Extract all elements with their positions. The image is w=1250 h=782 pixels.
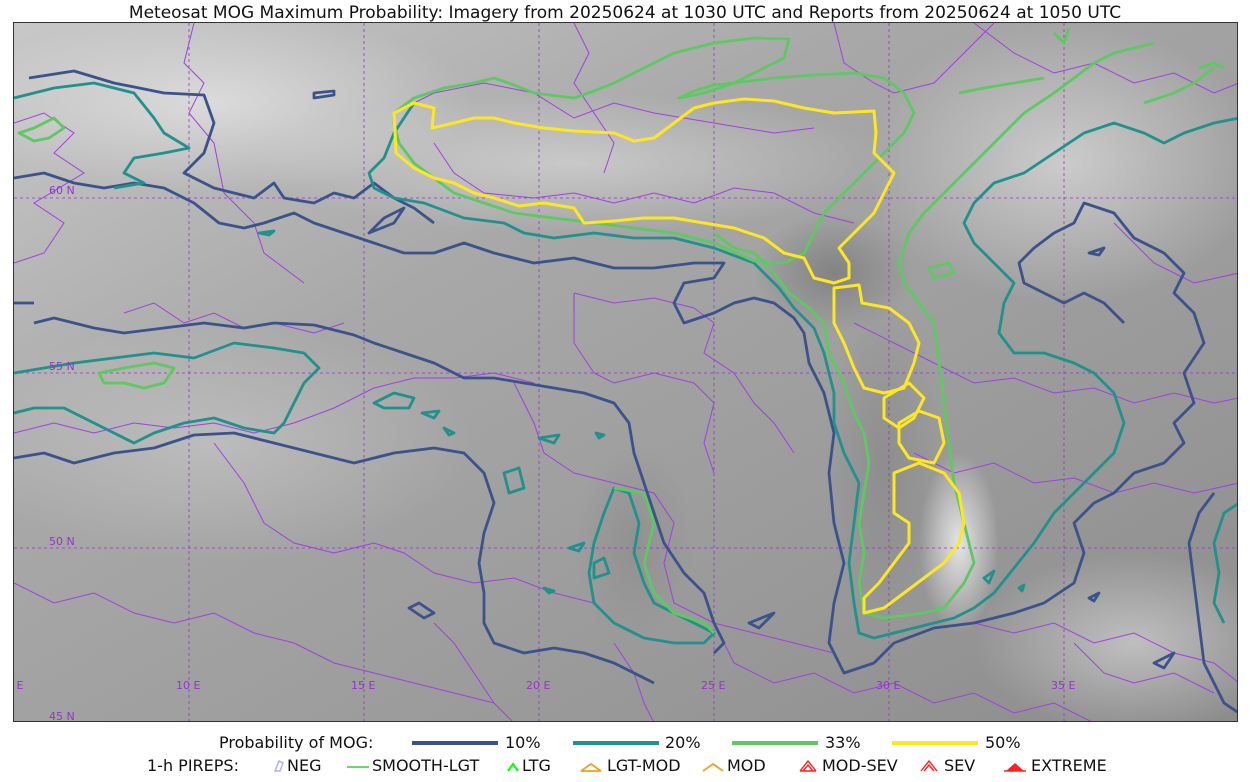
mod-sev-double-caret-icon bbox=[799, 759, 817, 772]
lat-label-45n: 45 N bbox=[49, 710, 75, 722]
lat-label-50n: 50 N bbox=[49, 535, 75, 548]
smooth-lgt-line-icon bbox=[347, 766, 369, 768]
pirep-label-mod-sev: MOD-SEV bbox=[822, 756, 898, 775]
pirep-label-smooth-lgt: SMOOTH-LGT bbox=[372, 756, 480, 775]
legend-label-10pct: 10% bbox=[505, 733, 541, 752]
pirep-label-sev: SEV bbox=[944, 756, 976, 775]
pirep-label-ltg: LTG bbox=[522, 756, 551, 775]
lon-label-10e: 10 E bbox=[176, 679, 200, 692]
contour-33pct bbox=[17, 27, 1225, 634]
extreme-filled-caret-icon bbox=[1004, 763, 1026, 772]
political-borders bbox=[14, 23, 1237, 721]
lon-label-25e: 25 E bbox=[701, 679, 725, 692]
legend-label-50pct: 50% bbox=[985, 733, 1021, 752]
swatch-10pct bbox=[412, 741, 498, 745]
pirep-label-mod: MOD bbox=[727, 756, 766, 775]
map-title: Meteosat MOG Maximum Probability: Imager… bbox=[128, 3, 1122, 23]
legend-label-33pct: 33% bbox=[825, 733, 861, 752]
swatch-20pct bbox=[573, 741, 659, 745]
graticule bbox=[14, 23, 1237, 721]
lon-label-20e: 20 E bbox=[526, 679, 550, 692]
ltg-caret-icon bbox=[507, 762, 519, 772]
contour-10pct bbox=[14, 69, 1237, 714]
swatch-33pct bbox=[732, 741, 818, 745]
pirep-label-neg: NEG bbox=[287, 756, 322, 775]
lgt-mod-caret-icon bbox=[580, 762, 602, 772]
pirep-legend-title: 1-h PIREPS: bbox=[147, 756, 239, 775]
contour-50pct bbox=[392, 97, 966, 615]
pirep-marker bbox=[936, 606, 942, 612]
swatch-50pct bbox=[892, 741, 978, 745]
mod-caret-icon bbox=[702, 762, 724, 772]
lon-label-15e: 15 E bbox=[351, 679, 375, 692]
sev-double-caret-icon bbox=[920, 759, 938, 772]
lat-label-55n: 55 N bbox=[49, 360, 75, 373]
lat-label-60n: 60 N bbox=[49, 184, 75, 197]
pirep-label-extreme: EXTREME bbox=[1031, 756, 1107, 775]
probability-legend-title: Probability of MOG: bbox=[219, 733, 374, 752]
lon-label-5e: 5 E bbox=[14, 679, 23, 692]
legend-label-20pct: 20% bbox=[665, 733, 701, 752]
pirep-label-lgt-mod: LGT-MOD bbox=[607, 756, 681, 775]
neg-marker-icon bbox=[273, 759, 284, 772]
lon-label-35e: 35 E bbox=[1051, 679, 1075, 692]
lon-label-30e: 30 E bbox=[876, 679, 900, 692]
satellite-map[interactable]: 5 E 10 E 15 E 20 E 25 E 30 E 35 E 60 N 5… bbox=[13, 22, 1238, 722]
contour-20pct bbox=[14, 81, 1237, 645]
